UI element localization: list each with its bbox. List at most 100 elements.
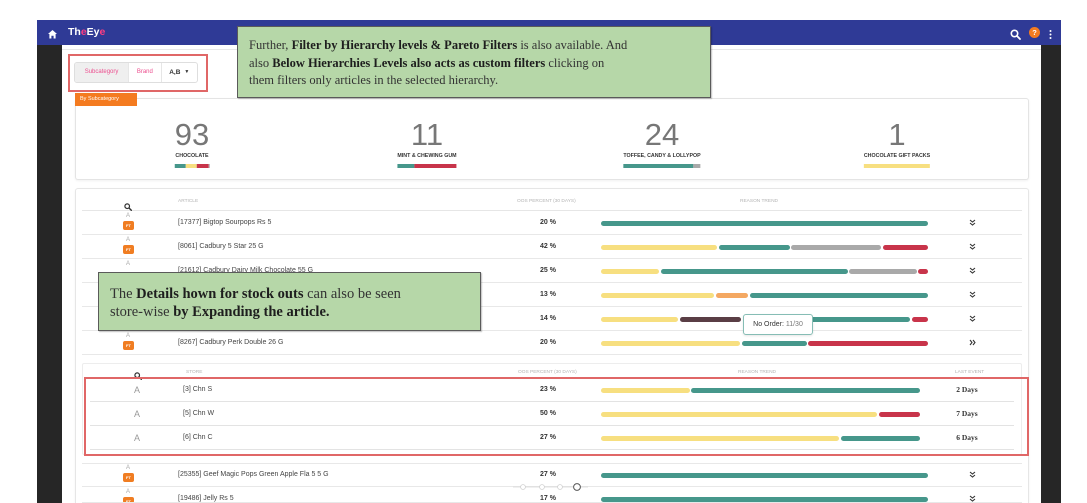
callout-text: can also be seen	[303, 286, 401, 302]
grade-label: A	[133, 409, 140, 419]
store-name[interactable]: [6] Chn C	[183, 434, 213, 441]
article-name[interactable]: [8267] Cadbury Perk Double 26 G	[178, 339, 284, 346]
double-chevron-down-icon[interactable]	[969, 243, 976, 250]
reason-segment-teal[interactable]	[660, 268, 848, 274]
double-chevron-down-icon[interactable]	[969, 291, 976, 298]
table-row: A FT [17377] Bigtop Sourpops Rs 5 20 %	[82, 211, 1022, 235]
app-logo[interactable]: TheEye	[68, 26, 105, 39]
column-header-oos-percent[interactable]: OOS PERCENT (30 DAYS)	[518, 370, 577, 375]
reason-segment-teal[interactable]	[601, 496, 928, 502]
column-header-oos-percent[interactable]: OOS PERCENT (30 DAYS)	[517, 199, 576, 204]
store-row: A [3] Chn S 23 % 2 Days	[90, 378, 1014, 402]
table-row: 14 %	[82, 307, 1022, 331]
help-icon[interactable]: ?	[1029, 27, 1040, 38]
reason-tooltip: No Order: 11/30	[743, 314, 813, 335]
kpi-label: CHOCOLATE	[175, 153, 209, 159]
by-subcategory-tab[interactable]: By Subcategory	[75, 93, 137, 106]
reason-segment-dark[interactable]	[679, 316, 742, 322]
kpi-item[interactable]: 93 CHOCOLATE	[174, 119, 210, 173]
double-chevron-down-icon[interactable]	[969, 267, 976, 274]
reason-segment-red[interactable]	[878, 411, 920, 417]
store-name[interactable]: [5] Chn W	[183, 410, 215, 417]
reason-segment-orange[interactable]	[715, 292, 749, 298]
search-icon[interactable]	[124, 198, 133, 212]
reason-segment-teal[interactable]	[691, 387, 920, 393]
oos-percent: 23 %	[540, 386, 556, 393]
last-event: 7 Days	[956, 409, 978, 418]
reason-trend-bar	[601, 292, 929, 298]
kpi-label: CHOCOLATE GIFT PACKS	[863, 153, 931, 159]
reason-segment-yellow[interactable]	[601, 244, 718, 250]
grade-label: A	[125, 261, 130, 267]
column-header-article[interactable]: ARTICLE	[178, 199, 199, 204]
oos-percent: 50 %	[540, 410, 556, 417]
reason-segment-red[interactable]	[882, 244, 928, 250]
reason-segment-yellow[interactable]	[601, 316, 679, 322]
reason-segment-yellow[interactable]	[601, 387, 690, 393]
reason-segment-yellow[interactable]	[601, 292, 715, 298]
kpi-bar-segment-red	[197, 164, 209, 168]
reason-segment-yellow[interactable]	[601, 435, 840, 441]
filter-subcategory-button[interactable]: Subcategory	[75, 63, 129, 82]
reason-segment-gray[interactable]	[849, 268, 917, 274]
reason-segment-yellow[interactable]	[601, 340, 741, 346]
callout-text: also	[249, 55, 273, 70]
callout-text: them filters only articles in the select…	[249, 73, 499, 87]
oos-percent: 20 %	[540, 219, 556, 226]
double-chevron-down-icon[interactable]	[969, 471, 976, 478]
reason-segment-red[interactable]	[808, 340, 928, 346]
reason-segment-teal[interactable]	[718, 244, 790, 250]
search-icon[interactable]	[1010, 27, 1021, 40]
reason-segment-teal[interactable]	[742, 316, 911, 322]
reason-segment-gray[interactable]	[791, 244, 882, 250]
grade-label: A	[125, 465, 130, 471]
double-chevron-down-icon[interactable]	[969, 315, 976, 322]
reason-segment-teal[interactable]	[601, 220, 928, 226]
column-header-store[interactable]: STORE	[186, 370, 203, 375]
reason-trend-bar	[601, 435, 920, 441]
double-chevron-down-icon[interactable]	[969, 495, 976, 502]
oos-percent: 17 %	[540, 495, 556, 502]
logo-text-1: Th	[68, 26, 81, 38]
callout-text-bold: Filter by Hierarchy levels & Pareto Filt…	[291, 38, 518, 52]
pareto-filter-dropdown[interactable]: A,B ▼	[160, 63, 197, 82]
double-chevron-down-icon[interactable]	[969, 219, 976, 226]
reason-segment-yellow[interactable]	[601, 268, 660, 274]
more-vert-icon[interactable]	[1048, 27, 1053, 39]
oos-percent: 13 %	[540, 291, 556, 298]
reason-segment-teal[interactable]	[601, 472, 928, 478]
reason-segment-red[interactable]	[911, 316, 929, 322]
kpi-item[interactable]: 24 TOFFEE, CANDY & LOLLYPOP	[623, 119, 701, 173]
article-name[interactable]: [8061] Cadbury 5 Star 25 G	[178, 243, 264, 250]
kpi-bar-segment-gray	[208, 164, 210, 168]
grade-label: A	[125, 489, 130, 495]
table-row: 13 %	[82, 283, 1022, 307]
expand-callout: The Details hown for stock outs can also…	[98, 272, 481, 331]
oos-percent: 42 %	[540, 243, 556, 250]
home-icon[interactable]	[47, 27, 58, 39]
reason-segment-teal[interactable]	[741, 340, 807, 346]
reason-segment-teal[interactable]	[840, 435, 920, 441]
reason-segment-teal[interactable]	[749, 292, 929, 298]
indicator-dot	[539, 484, 545, 490]
column-header-last-event[interactable]: LAST EVENT	[955, 370, 985, 375]
kpi-item[interactable]: 11 MINT & CHEWING GUM	[397, 119, 457, 173]
grade-label: A	[125, 333, 130, 339]
callout-text: store-wise	[110, 304, 174, 320]
article-name[interactable]: [17377] Bigtop Sourpops Rs 5	[178, 219, 272, 226]
logo-text-3: Ey	[86, 26, 100, 38]
store-name[interactable]: [3] Chn S	[183, 386, 213, 393]
double-chevron-right-icon[interactable]	[969, 339, 976, 346]
reason-segment-red[interactable]	[918, 268, 928, 274]
kpi-reason-bar	[397, 164, 457, 168]
reason-segment-yellow[interactable]	[601, 411, 878, 417]
ft-badge: FT	[123, 221, 134, 230]
filter-brand-button[interactable]: Brand	[128, 63, 160, 82]
kpi-reason-bar	[863, 164, 931, 168]
kpi-item[interactable]: 1 CHOCOLATE GIFT PACKS	[863, 119, 931, 173]
article-name[interactable]: [25355] Geef Magic Pops Green Apple Fla …	[178, 471, 329, 478]
pareto-filter-value: A,B	[169, 69, 181, 76]
article-name[interactable]: [19486] Jelly Rs 5	[178, 495, 234, 502]
article-name[interactable]: [21612] Cadbury Dairy Milk Chocolate 55 …	[178, 267, 314, 274]
